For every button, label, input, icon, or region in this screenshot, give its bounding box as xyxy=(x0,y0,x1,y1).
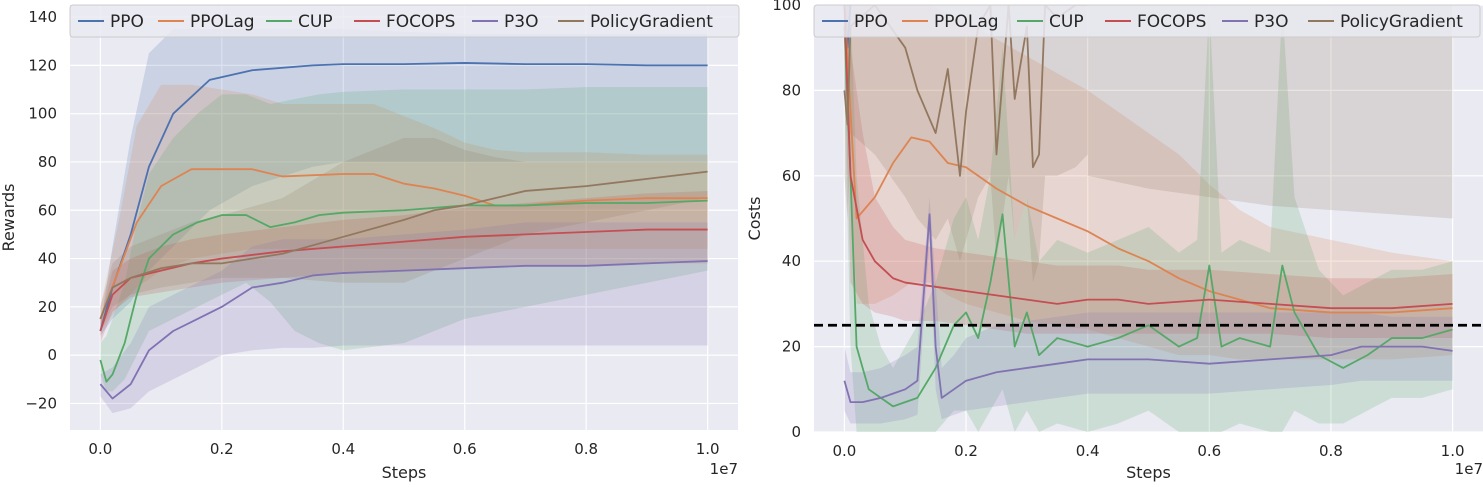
plot-background xyxy=(70,5,738,430)
legend-box xyxy=(813,4,1481,38)
band-P3O xyxy=(844,197,1453,424)
chart-rewards: 0.0 0.2 0.4 0.6 0.8 1.0 −20 0 20 40 60 80 100 120 140 S… xyxy=(0,4,740,482)
x-tick-label: 0.2 xyxy=(954,442,978,460)
band-PPO xyxy=(100,29,708,336)
y-tick-label: 60 xyxy=(38,201,57,219)
line-P3O xyxy=(99,260,708,400)
legend: PPO PPOLag CUP FOCOPS P3O PolicyGradient xyxy=(69,4,740,38)
legend-label: PPOLag xyxy=(934,12,999,32)
x-tick-label: 0.8 xyxy=(574,440,598,458)
x-tick-label: 0.4 xyxy=(331,440,355,458)
legend-label: PolicyGradient xyxy=(590,12,713,32)
y-tick-label: 100 xyxy=(28,105,57,123)
x-tick-label: 0.4 xyxy=(1076,442,1100,460)
legend: PPO PPOLag CUP FOCOPS P3O PolicyGradient xyxy=(813,4,1481,38)
legend-label: FOCOPS xyxy=(1137,12,1206,32)
y-axis-label: Costs xyxy=(745,197,764,241)
y-tick-label: 80 xyxy=(782,81,801,99)
legend-label: CUP xyxy=(1049,12,1084,32)
x-axis-label: Steps xyxy=(1126,463,1171,482)
line-FOCOPS xyxy=(843,5,1453,310)
y-tick-label: −20 xyxy=(25,394,57,412)
band-P3O xyxy=(100,222,708,414)
band-PolicyGradient xyxy=(844,5,1088,283)
x-tick-label: 0.0 xyxy=(832,442,856,460)
y-tick-label: 100 xyxy=(772,0,801,14)
y-tick-label: 40 xyxy=(38,250,57,268)
line-PPOLag xyxy=(843,5,1453,314)
y-tick-label: 40 xyxy=(782,252,801,270)
chart-costs: 0.0 0.2 0.4 0.6 0.8 1.0 0 20 40 60 80 100 Steps Costs… xyxy=(745,0,1483,482)
band-PPOLag xyxy=(100,84,708,331)
y-tick-label: 20 xyxy=(782,338,801,356)
band-FOCOPS xyxy=(844,5,1453,339)
x-tick-label: 0.6 xyxy=(1197,442,1221,460)
y-tick-label: 0 xyxy=(47,346,57,364)
legend-label: FOCOPS xyxy=(386,12,455,32)
x-tick-label: 1.0 xyxy=(696,440,720,458)
x-tick-label: 0.6 xyxy=(453,440,477,458)
line-PPO xyxy=(99,62,708,332)
band-extra-PolicyGradient xyxy=(1087,5,1453,219)
plot-area xyxy=(99,29,708,414)
band-PPOLag xyxy=(844,5,1453,360)
band-FOCOPS xyxy=(100,190,708,344)
x-offset-label: 1e7 xyxy=(710,460,738,478)
legend-label: P3O xyxy=(1254,12,1288,32)
legend-label: PPO xyxy=(854,12,888,32)
y-tick-label: 140 xyxy=(28,8,57,26)
legend-label: PPOLag xyxy=(190,12,255,32)
y-tick-label: 80 xyxy=(38,153,57,171)
y-tick-label: 20 xyxy=(38,298,57,316)
line-P3O xyxy=(843,213,1453,404)
legend-label: CUP xyxy=(298,12,333,32)
plot-background xyxy=(814,5,1483,432)
x-tick-label: 0.8 xyxy=(1319,442,1343,460)
y-axis-label: Rewards xyxy=(0,184,18,252)
band-PolicyGradient xyxy=(100,137,708,331)
legend-label: PPO xyxy=(110,12,144,32)
y-tick-label: 120 xyxy=(28,56,57,74)
x-tick-label: 0.0 xyxy=(88,440,112,458)
line-PolicyGradient xyxy=(99,170,708,320)
band-CUP xyxy=(100,87,708,392)
x-tick-label: 1.0 xyxy=(1441,442,1465,460)
x-axis-label: Steps xyxy=(382,463,427,482)
line-CUP xyxy=(843,26,1453,408)
y-tick-label: 0 xyxy=(791,423,801,441)
legend-label: P3O xyxy=(504,12,538,32)
legend-box xyxy=(69,4,740,38)
line-CUP xyxy=(99,199,708,383)
y-tick-label: 60 xyxy=(782,167,801,185)
x-offset-label: 1e7 xyxy=(1455,460,1483,478)
x-tick-label: 0.2 xyxy=(210,440,234,458)
legend-label: PolicyGradient xyxy=(1340,12,1463,32)
